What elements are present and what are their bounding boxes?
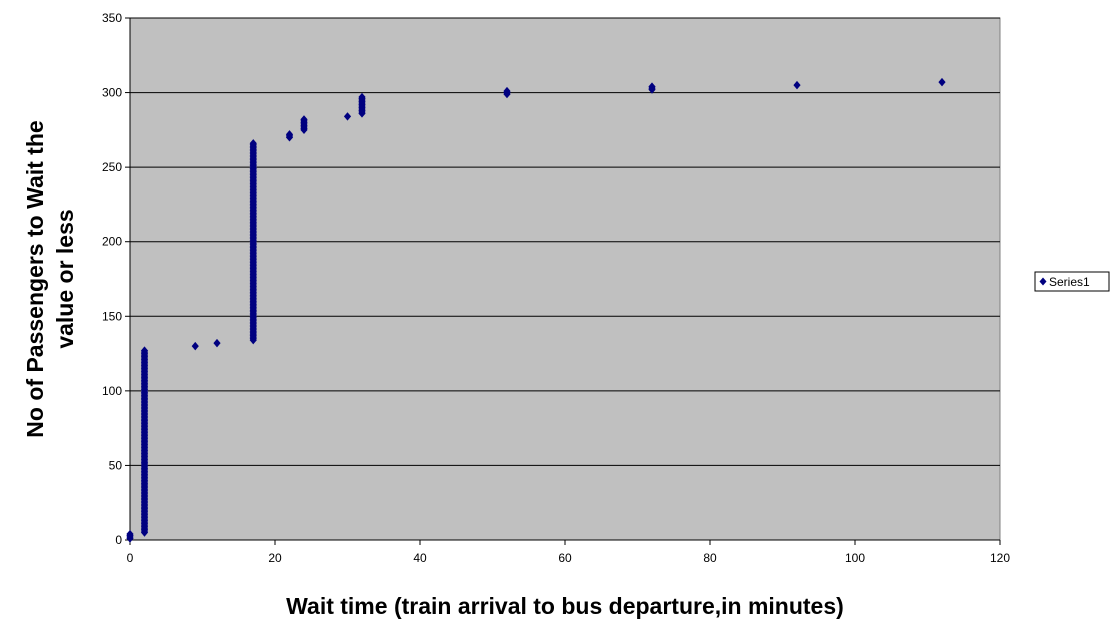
gridlines bbox=[130, 17, 1000, 466]
data-points bbox=[126, 77, 946, 543]
data-point bbox=[249, 139, 257, 148]
data-point bbox=[300, 115, 308, 124]
legend: Series1 bbox=[1034, 271, 1110, 292]
y-tick-label: 150 bbox=[102, 309, 122, 323]
data-point bbox=[503, 86, 511, 96]
data-point bbox=[358, 92, 366, 102]
legend-label-series1: Series1 bbox=[1049, 275, 1090, 289]
y-tick-label: 200 bbox=[102, 235, 122, 249]
plot-area bbox=[129, 17, 1001, 541]
data-point bbox=[126, 529, 134, 539]
x-tick-label: 40 bbox=[413, 551, 427, 565]
y-tick-label: 350 bbox=[102, 11, 122, 25]
data-point bbox=[285, 130, 294, 139]
axes: 0 50 100 150 200 250 300 350 0 20 40 60 80 100 120 bbox=[102, 11, 1010, 565]
data-point bbox=[343, 112, 352, 121]
y-axis-title: No of Passengers to Wait the value or le… bbox=[22, 120, 78, 437]
y-axis-title-line-2: value or less bbox=[52, 209, 78, 348]
y-tick-label: 300 bbox=[102, 86, 122, 100]
legend-box bbox=[1034, 271, 1110, 292]
data-point bbox=[648, 82, 656, 91]
x-tick-label: 120 bbox=[990, 551, 1010, 565]
x-axis-title: Wait time (train arrival to bus departur… bbox=[286, 593, 844, 619]
x-tick-label: 60 bbox=[558, 551, 572, 565]
data-point bbox=[793, 80, 801, 90]
x-tick-label: 80 bbox=[703, 551, 717, 565]
y-tick-label: 50 bbox=[109, 458, 123, 472]
data-point bbox=[213, 338, 221, 348]
x-tick-label: 20 bbox=[268, 551, 282, 565]
legend-marker-icon bbox=[1039, 277, 1047, 286]
data-point bbox=[938, 77, 946, 87]
x-tick-label: 0 bbox=[127, 551, 134, 565]
y-tick-label: 250 bbox=[102, 160, 122, 174]
y-tick-label: 0 bbox=[115, 533, 122, 547]
x-tick-label: 100 bbox=[845, 551, 865, 565]
y-axis-title-line-1: No of Passengers to Wait the bbox=[22, 120, 48, 437]
data-point bbox=[191, 341, 199, 351]
data-point bbox=[140, 346, 149, 355]
y-tick-label: 100 bbox=[102, 384, 122, 398]
